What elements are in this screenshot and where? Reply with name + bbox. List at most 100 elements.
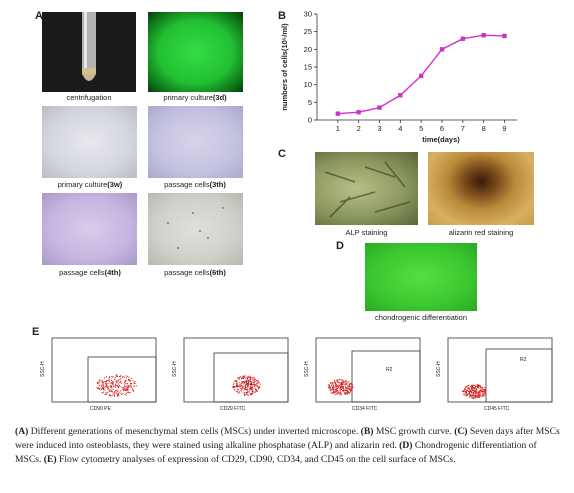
caption-a-text: Different generations of mesenchymal ste…	[28, 426, 361, 437]
flow-event-dot	[343, 380, 345, 382]
x-axis-label: time(days)	[422, 135, 460, 144]
caption-e-text: Flow cytometry analyses of expression of…	[56, 453, 456, 465]
flow-event-dot	[469, 389, 471, 391]
flow-event-dot	[343, 388, 344, 390]
flow-event-dot	[130, 385, 131, 386]
flow-event-dot	[481, 391, 483, 393]
alp-staining-image	[315, 152, 418, 225]
flow-event-dot	[124, 383, 126, 385]
flow-event-dot	[98, 382, 100, 384]
flow-event-dot	[472, 395, 474, 397]
flow-event-dot	[339, 384, 341, 386]
flow-event-dot	[103, 389, 104, 390]
flow-event-dot	[342, 386, 344, 388]
caption-e-bold: (E)	[43, 453, 57, 465]
flow-event-dot	[122, 393, 124, 395]
flow-event-dot	[472, 394, 473, 396]
flow-event-dot	[475, 393, 477, 395]
x-tick-label: 2	[357, 124, 361, 133]
flow-event-dot	[473, 396, 475, 398]
flow-event-dot	[475, 391, 477, 392]
flow-event-dot	[471, 388, 472, 389]
flow-event-dot	[482, 393, 484, 395]
flow-event-dot	[239, 391, 241, 393]
flow-event-dot	[120, 380, 122, 382]
growth-data-point	[439, 47, 445, 52]
flow-event-dot	[477, 385, 479, 387]
flow-event-dot	[253, 391, 255, 393]
flow-event-dot	[335, 389, 337, 391]
flow-event-dot	[107, 379, 109, 381]
passage-cells-3th-caption: passage cells(3th)	[164, 180, 226, 189]
flow-event-dot	[117, 381, 119, 383]
flow-event-dot	[334, 382, 336, 384]
flow-event-dot	[252, 385, 254, 387]
flow-event-dot	[252, 388, 254, 390]
flow-event-dot	[257, 382, 259, 384]
flow-event-dot	[254, 381, 256, 383]
flow-event-dot	[259, 383, 261, 385]
flow-event-dot	[116, 392, 118, 394]
flow-event-dot	[126, 392, 127, 394]
flow-event-dot	[238, 378, 240, 380]
flow-event-dot	[130, 386, 132, 388]
flow-event-dot	[124, 385, 126, 387]
flow-event-dot	[340, 389, 342, 391]
flow-event-dot	[471, 391, 473, 393]
flow-event-dot	[328, 387, 330, 389]
flow-event-dot	[253, 384, 255, 386]
flow-event-dot	[479, 386, 481, 388]
flow-event-dot	[254, 391, 256, 393]
flow-event-dot	[106, 392, 108, 394]
flow-event-dot	[115, 376, 117, 378]
flow-event-dot	[116, 374, 118, 376]
flow-event-dot	[337, 385, 339, 386]
panel-b-letter: B	[278, 10, 286, 22]
flow-event-dot	[118, 383, 119, 385]
flow-event-dot	[338, 386, 339, 388]
flow-event-dot	[463, 389, 465, 391]
flow-event-dot	[338, 387, 340, 389]
flow-event-dot	[252, 377, 254, 379]
flow-event-dot	[102, 391, 104, 393]
flow-event-dot	[250, 380, 252, 382]
flow-event-dot	[242, 387, 244, 389]
flow-event-dot	[329, 389, 331, 391]
flow-event-dot	[250, 383, 252, 385]
flow-event-dot	[479, 392, 481, 394]
flow-event-dot	[247, 381, 249, 383]
flow-event-dot	[253, 377, 255, 379]
flow-event-dot	[113, 384, 115, 386]
flow-event-dot	[350, 389, 352, 391]
flow-event-dot	[484, 390, 486, 392]
flow-event-dot	[238, 392, 240, 394]
flow-event-dot	[334, 383, 336, 385]
flow-event-dot	[341, 380, 343, 382]
flow-event-dot	[482, 393, 484, 395]
flow-event-dot	[247, 388, 249, 390]
flow-event-dot	[123, 376, 125, 378]
flow-event-dot	[467, 388, 469, 390]
flow-event-dot	[245, 392, 247, 394]
flow-xlabel: CD34 FITC	[352, 406, 378, 412]
flow-event-dot	[99, 388, 100, 390]
flow-event-dot	[117, 394, 119, 396]
flow-event-dot	[98, 387, 99, 389]
flow-event-dot	[108, 388, 110, 390]
flow-event-dot	[233, 380, 235, 382]
flow-event-dot	[250, 384, 252, 386]
flow-event-dot	[339, 391, 341, 393]
flow-event-dot	[240, 388, 242, 390]
growth-data-point	[460, 36, 466, 41]
flow-event-dot	[463, 393, 465, 395]
flow-event-dot	[247, 387, 249, 389]
flow-event-dot	[347, 391, 349, 393]
flow-event-dot	[466, 389, 468, 391]
flow-event-dot	[480, 389, 482, 391]
flow-event-dot	[471, 397, 473, 399]
flow-event-dot	[99, 379, 101, 381]
flow-event-dot	[115, 381, 117, 382]
flow-event-dot	[482, 394, 484, 396]
flow-event-dot	[471, 384, 472, 386]
flow-event-dot	[340, 386, 342, 387]
